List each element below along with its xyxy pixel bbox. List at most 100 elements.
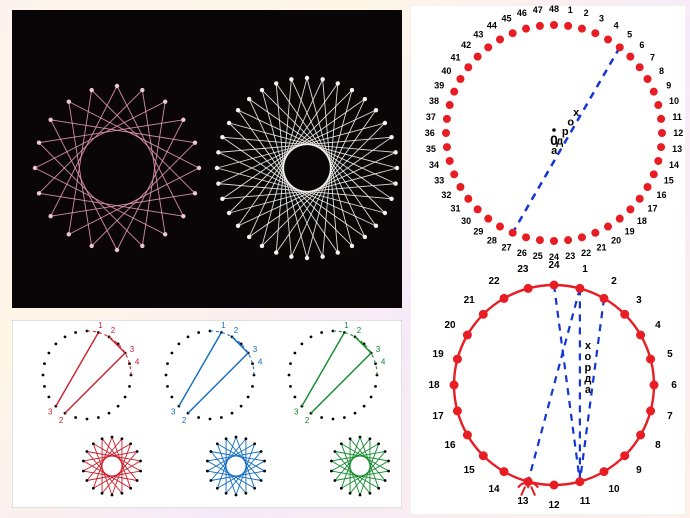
ring24-dot	[450, 381, 459, 390]
ring24-label: 6	[671, 380, 677, 391]
ring48-label: 12	[673, 128, 683, 138]
ring48-dot	[550, 237, 558, 245]
ring48-label: 20	[611, 236, 621, 246]
ring24-dot	[620, 451, 629, 460]
ring48-dot	[636, 63, 644, 71]
ring48-dot	[650, 88, 658, 96]
ring48-dot	[450, 88, 458, 96]
ring24-dot	[479, 451, 488, 460]
ring48-dot	[474, 205, 482, 213]
ring48-label: 30	[461, 216, 471, 226]
ring24-dot	[575, 284, 584, 293]
step-label: 2	[182, 416, 187, 425]
ring48-label: 21	[597, 243, 607, 253]
ring48-label: 39	[434, 80, 444, 90]
ring48-dot	[484, 215, 492, 223]
ring48-dot	[456, 183, 464, 191]
chord24-label-char: а	[585, 384, 592, 396]
ring24-label: 14	[488, 484, 500, 495]
ring48-dot	[464, 63, 472, 71]
step-label: 2	[111, 326, 116, 335]
ring48-dot	[496, 35, 504, 43]
ring48-dot	[658, 129, 666, 137]
ring48-dot	[626, 53, 634, 61]
ring48-label: 11	[672, 112, 682, 122]
ring48-dot	[446, 157, 454, 165]
ring24-dot	[600, 467, 609, 476]
ring48-label: 3	[599, 13, 604, 23]
ring48-label: 36	[425, 128, 435, 138]
ring48-label: 29	[473, 227, 483, 237]
ring48-label: 35	[426, 144, 436, 154]
ring48-label: 25	[533, 251, 543, 261]
ring24-label: 21	[464, 295, 476, 306]
ring24-label: 13	[517, 496, 529, 507]
ring48-label: 47	[533, 5, 543, 15]
ring48-label: 17	[648, 204, 658, 214]
ring48-label: 45	[501, 13, 511, 23]
ring48-label: 42	[461, 40, 471, 50]
ring24-dot	[524, 284, 533, 293]
ring24-label: 4	[655, 320, 661, 331]
ring48-label: 9	[666, 80, 671, 90]
step-label: 3	[130, 345, 135, 354]
ring24-dot	[646, 355, 655, 364]
ring48-dot	[550, 21, 558, 29]
steps-panel: 123423123423123423	[12, 320, 402, 508]
ring48-label: 26	[517, 248, 527, 258]
ring24-label: 3	[636, 295, 642, 306]
ring24-dot	[463, 331, 472, 340]
ring48-dot	[484, 43, 492, 51]
ring24-dot	[646, 406, 655, 415]
step-label: 3	[253, 345, 258, 354]
ring48-dot	[654, 101, 662, 109]
ring48-label: 38	[429, 96, 439, 106]
ring24-dot	[453, 355, 462, 364]
ring48-label: 16	[657, 190, 667, 200]
ring48-label: 14	[669, 160, 679, 170]
ring48-dot	[644, 183, 652, 191]
ring24-dot	[575, 477, 584, 486]
ring24-dot	[500, 467, 509, 476]
ring48-label: 1	[568, 5, 573, 15]
ring48-label: 37	[426, 112, 436, 122]
ring48-label: 5	[627, 29, 632, 39]
step-label: 2	[234, 326, 239, 335]
ring24-label: 22	[488, 276, 500, 287]
ring48-dot	[604, 223, 612, 231]
ring48-label: 32	[441, 190, 451, 200]
ring48-label: 15	[664, 176, 674, 186]
ring48-dot	[522, 233, 530, 241]
ring48-dot	[654, 157, 662, 165]
ring24-label: 16	[445, 440, 457, 451]
ring48-label: 40	[441, 66, 451, 76]
ring48-label: 33	[434, 176, 444, 186]
ring48-label: 23	[565, 251, 575, 261]
ring24-dot	[650, 381, 659, 390]
right-panel: 1234567891011121314151617181920212223242…	[410, 5, 686, 515]
ring24-label: 24	[548, 260, 560, 271]
step-label: 4	[135, 358, 140, 367]
ring24-label: 9	[636, 465, 642, 476]
ring48-dot	[650, 170, 658, 178]
ring24-label: 19	[433, 349, 445, 360]
ring24-label: 1	[582, 264, 588, 275]
ring48-label: 2	[584, 8, 589, 18]
step-label: 1	[221, 321, 226, 330]
ring48-label: 18	[637, 216, 647, 226]
ring48-label: 6	[639, 40, 644, 50]
ring48-dot	[591, 29, 599, 37]
step-label: 3	[171, 408, 176, 417]
ring24-dot	[620, 310, 629, 319]
ring48-dot	[578, 233, 586, 241]
chord-label-char: х	[573, 107, 580, 119]
ring24-label: 10	[608, 484, 620, 495]
ring48-dot	[522, 25, 530, 33]
ring48-label: 43	[473, 29, 483, 39]
photo-panel	[12, 10, 402, 308]
ring48-dot	[626, 205, 634, 213]
ring48-dot	[443, 143, 451, 151]
ring24-label: 20	[445, 320, 457, 331]
step-label: 3	[48, 408, 53, 417]
ring48-dot	[616, 43, 624, 51]
